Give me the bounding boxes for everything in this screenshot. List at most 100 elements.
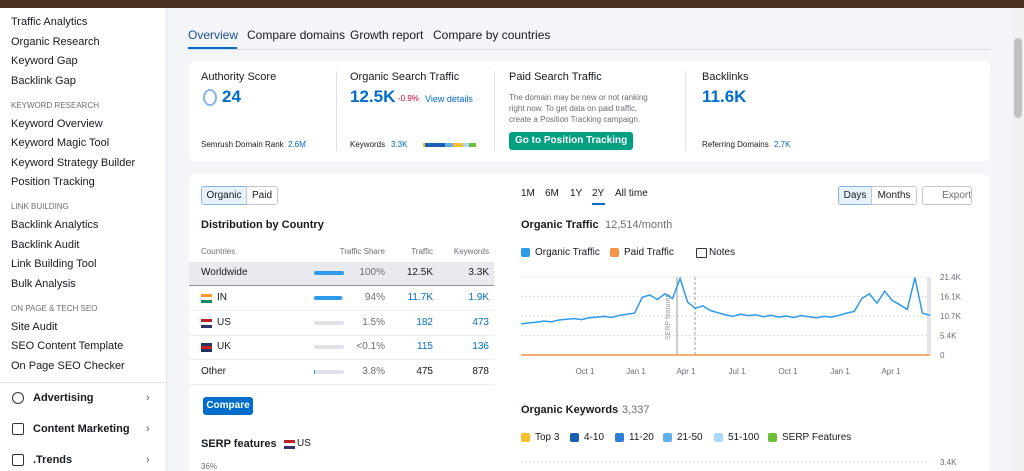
nav-item[interactable]: Keyword Gap [11,55,78,67]
nav-item[interactable]: On Page SEO Checker [11,359,125,372]
menu-item[interactable]: Advertising [33,392,94,404]
divider [685,71,686,151]
share-fill [314,295,342,300]
menu-item[interactable]: Content Marketing [33,423,130,435]
legend-box[interactable] [521,248,530,257]
rank-label: Semrush Domain Rank [201,140,284,149]
legend-label: 4-10 [584,432,605,443]
toggle-paid[interactable]: Paid [246,186,278,205]
legend-box[interactable] [610,248,619,257]
tab[interactable]: Compare domains [247,28,346,42]
flag [201,293,212,297]
share-track [314,370,344,375]
nav-item[interactable]: Link Building Tool [11,258,97,270]
nav-item[interactable]: Site Audit [11,320,58,333]
nav-item[interactable]: Traffic Analytics [11,16,88,28]
legend-box[interactable] [570,433,579,442]
tab[interactable]: Compare by countries [433,28,551,42]
flag [201,321,212,325]
country: Other [201,366,227,378]
tab-underline [188,47,237,49]
x-tick-label: Jan 1 [830,367,850,376]
rank-value[interactable]: 2.6M [288,140,306,149]
legend-box[interactable] [663,433,672,442]
flag [201,318,212,322]
nav-section: ON PAGE & TECH SEO [11,303,98,313]
nav-item[interactable]: Keyword Magic Tool [11,137,110,149]
scroll-thumb[interactable] [1014,38,1022,118]
legend-box[interactable] [521,433,530,442]
y-tick-label: 21.4K [940,273,962,282]
traffic[interactable]: 182 [416,316,433,328]
flag [201,296,212,300]
metric-label: Organic Search Traffic [350,71,460,83]
nav-item[interactable]: Position Tracking [11,176,95,188]
period[interactable]: 6M [545,188,559,199]
share-track [314,320,344,325]
flag [201,349,212,353]
share-fill [314,271,344,275]
nav-item[interactable]: SEO Content Template [11,340,124,352]
period[interactable]: All time [615,188,648,199]
traffic[interactable]: 115 [417,341,433,353]
scrollbar [1012,8,1024,471]
chevron: › [146,392,150,404]
menu-item[interactable]: .Trends [33,454,73,466]
serp-country: US [297,438,311,449]
divider [0,382,166,383]
table-header: Traffic [411,247,433,256]
notes[interactable]: Notes [709,247,736,258]
metric-label: Authority Score [201,71,277,83]
chart-title: Organic Keywords [521,404,619,416]
legend-box[interactable] [615,433,624,442]
export-button[interactable]: Export [922,186,972,205]
nav-item[interactable]: Backlink Gap [11,74,76,87]
x-tick-label: Oct 1 [778,367,798,376]
nav-item[interactable]: Backlink Audit [11,238,80,251]
view-details[interactable]: View details [425,94,473,104]
tabs-rule [188,49,990,50]
toggle-organic[interactable]: Organic [201,186,247,205]
view-days[interactable]: Days [838,186,872,205]
section-title: Distribution by Country [201,219,324,231]
keywords[interactable]: 473 [472,316,489,328]
nav-item[interactable]: Backlink Analytics [11,219,99,231]
legend-box[interactable] [714,433,723,442]
chart-title: Organic Traffic [521,219,599,231]
flag [201,324,212,328]
nav-item[interactable]: Keyword Strategy Builder [11,156,136,169]
metric-value: 12.5K [350,87,396,106]
chevron: › [146,423,150,435]
legend-label: Paid Traffic [624,247,674,258]
nav-item[interactable]: Organic Research [11,35,100,48]
position-tracking-button[interactable]: Go to Position Tracking [509,132,634,150]
share: 100% [359,267,385,278]
legend-label: Top 3 [535,432,560,443]
country: IN [217,291,227,303]
row-rule [189,359,494,361]
section-title: SERP features [201,438,277,450]
keywords-bar [445,143,453,147]
legend-box[interactable] [768,433,777,442]
keywords[interactable]: 136 [472,341,489,353]
tab[interactable]: Growth report [350,28,424,42]
tab[interactable]: Overview [188,28,239,42]
x-tick-label: Jul 1 [729,367,746,376]
keywords-value[interactable]: 3.3K [391,140,408,149]
period[interactable]: 2Y [592,188,605,199]
view-months[interactable]: Months [871,186,917,205]
divider [494,71,495,151]
flag [284,440,295,443]
row-rule [189,384,494,386]
keywords-label: Keywords [350,140,386,149]
compare-button[interactable]: Compare [203,397,253,415]
ref-value[interactable]: 2.7K [774,140,791,149]
period[interactable]: 1Y [570,188,583,199]
period[interactable]: 1M [521,188,535,199]
keywords[interactable]: 1.9K [468,291,489,303]
nav-item[interactable]: Keyword Overview [11,117,103,130]
nav-item[interactable]: Bulk Analysis [11,277,76,290]
flag [201,346,212,350]
traffic[interactable]: 11.7K [407,291,433,303]
